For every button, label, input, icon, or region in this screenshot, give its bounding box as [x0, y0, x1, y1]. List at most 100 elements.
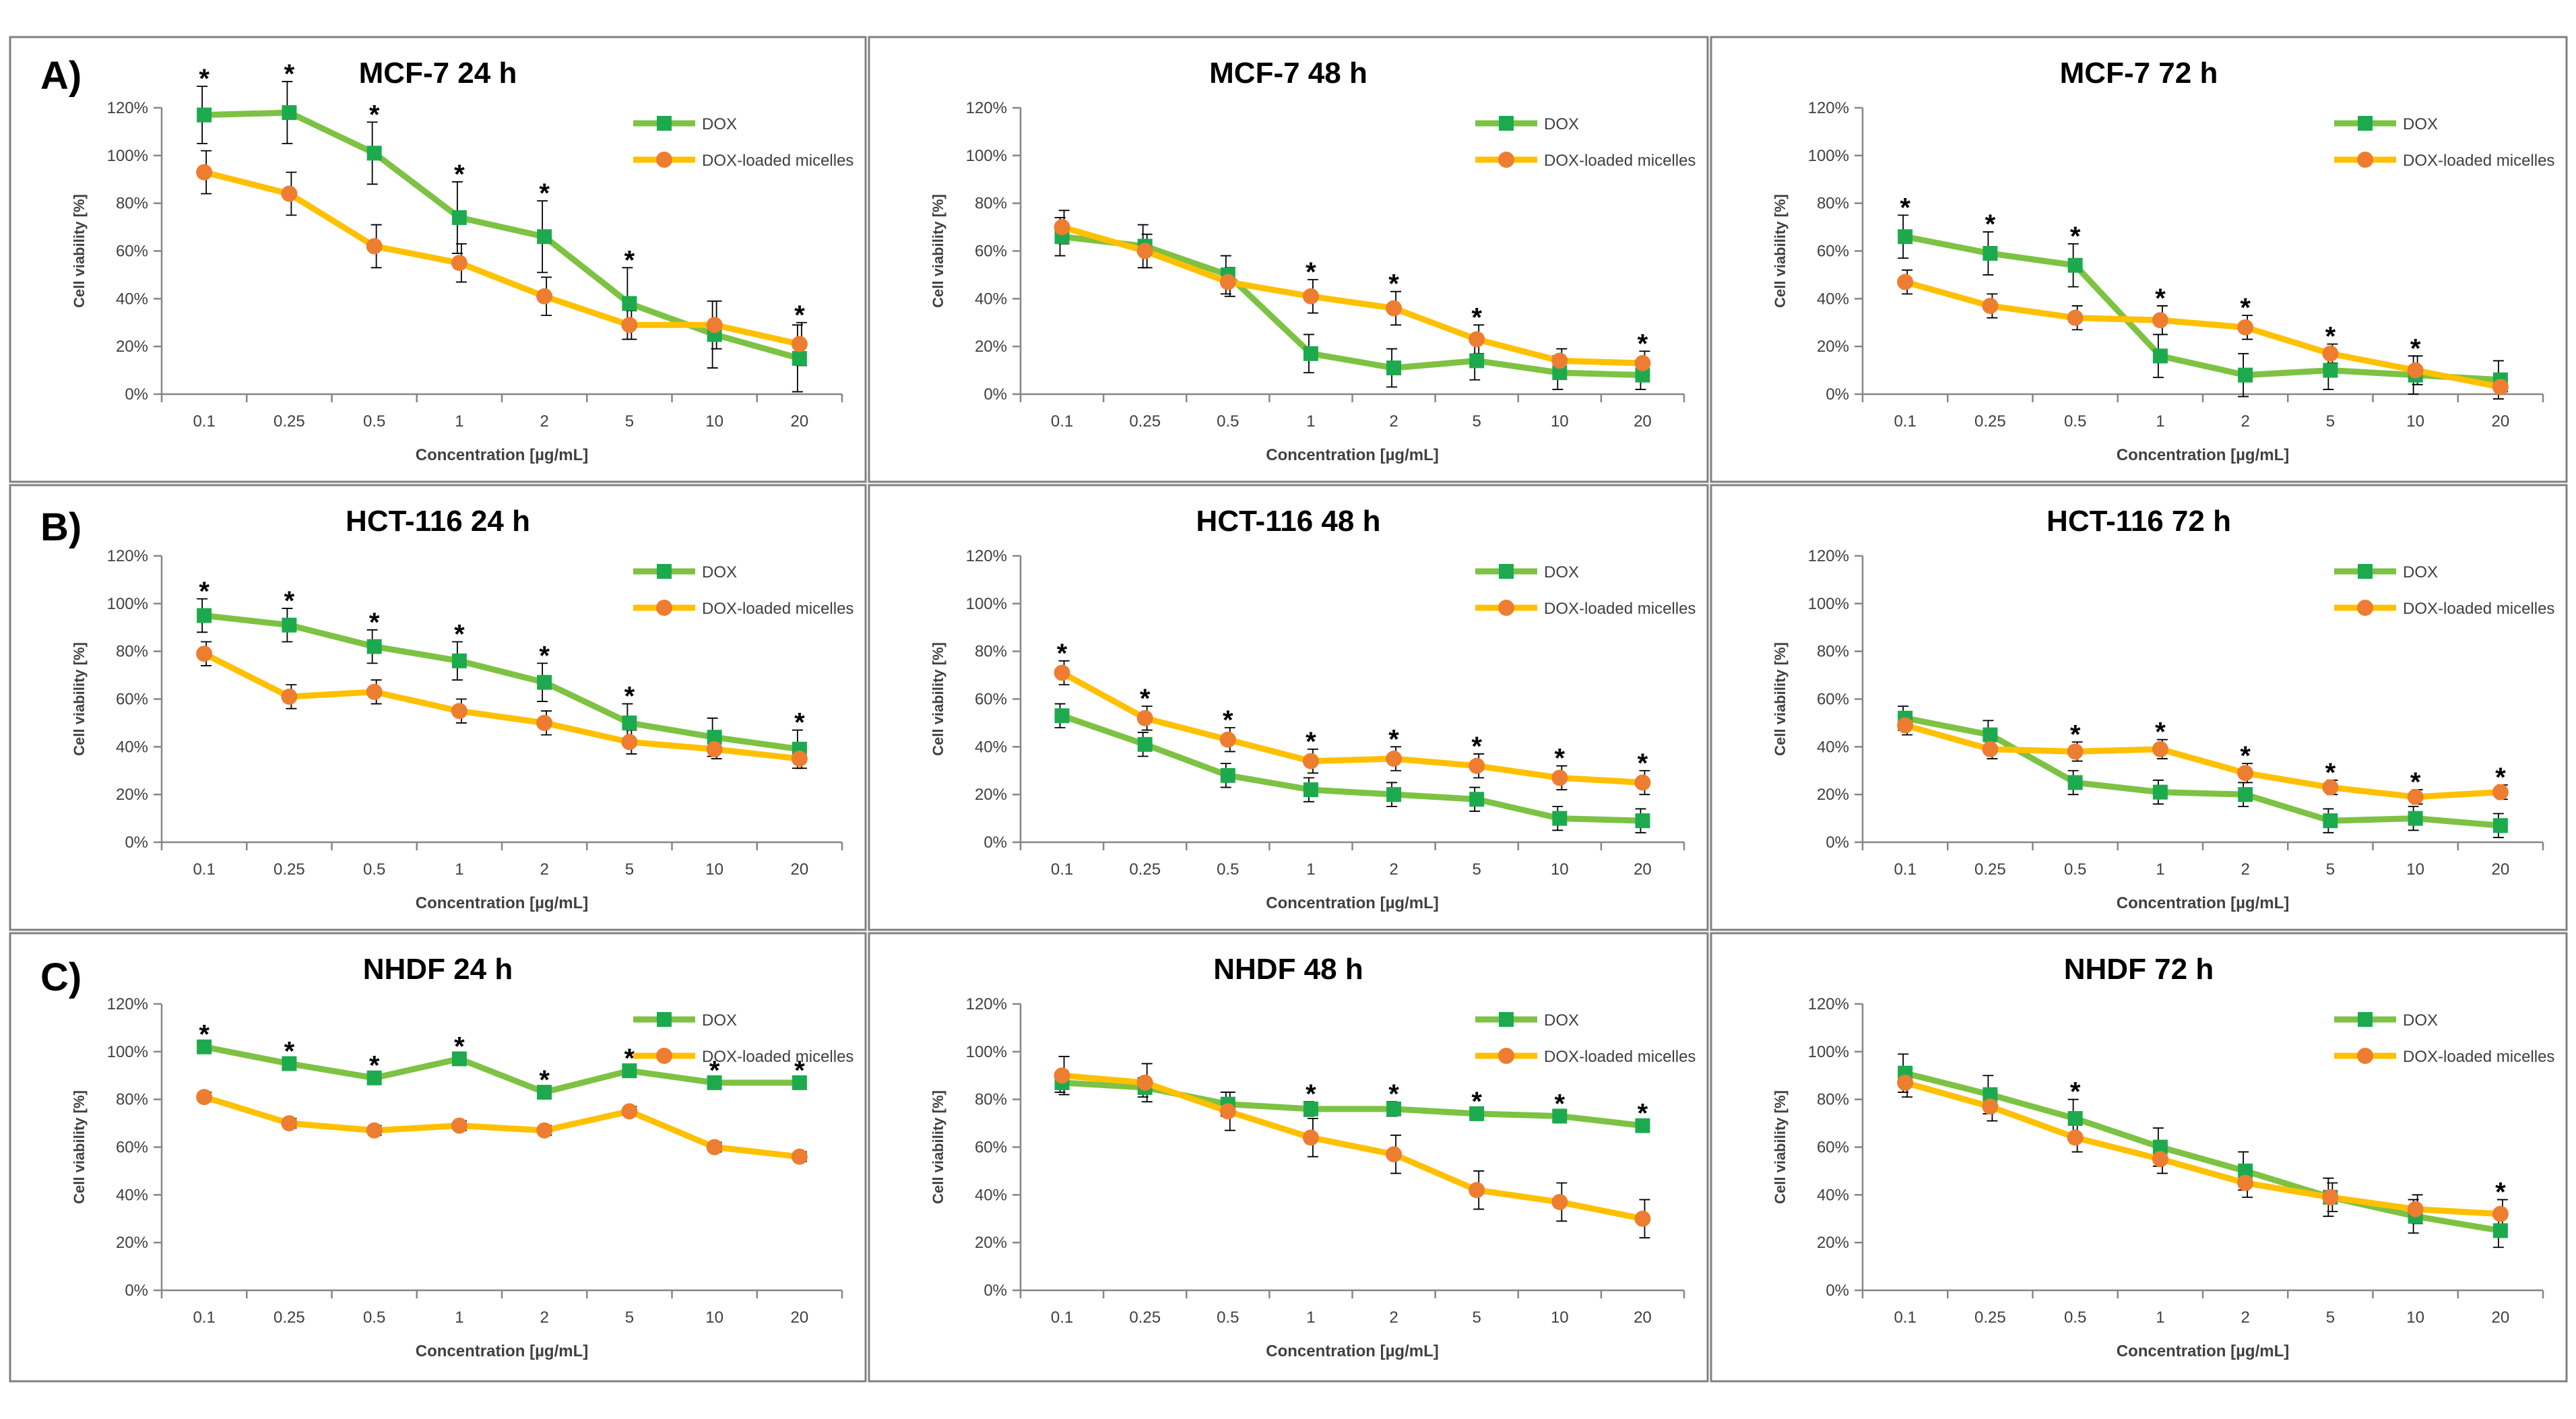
y-axis-label: Cell viability [%] — [930, 194, 946, 308]
y-tick-label: 40% — [1817, 738, 1849, 756]
dox-data-point — [792, 1075, 807, 1090]
chart-title: MCF-7 72 h — [2060, 57, 2218, 90]
legend-label: DOX-loaded micelles — [2403, 600, 2554, 618]
micelles-data-point — [1897, 274, 1914, 290]
y-tick-label: 20% — [1817, 1234, 1849, 1252]
x-tick-label: 0.25 — [273, 1308, 305, 1327]
x-axis-label: Concentration [µg/mL] — [2117, 1342, 2289, 1360]
y-tick-label: 100% — [966, 147, 1007, 165]
y-tick-label: 0% — [1826, 833, 1849, 852]
x-tick-label: 20 — [2492, 412, 2510, 431]
significance-asterisk: * — [709, 1056, 720, 1085]
dox-data-point — [1635, 1118, 1650, 1133]
y-tick-label: 40% — [1817, 1186, 1849, 1204]
x-tick-label: 0.5 — [1217, 860, 1239, 879]
micelles-data-point — [1386, 751, 1403, 767]
x-axis-label: Concentration [µg/mL] — [416, 894, 588, 912]
significance-asterisk: * — [1985, 210, 1996, 239]
x-tick-label: 0.25 — [1974, 1308, 2006, 1327]
micelles-series-line — [1904, 1079, 2501, 1218]
dox-data-point — [2067, 775, 2083, 790]
significance-asterisk: * — [2155, 718, 2166, 747]
micelles-data-point — [2407, 1201, 2424, 1218]
micelles-data-point — [1386, 1146, 1403, 1163]
y-tick-label: 0% — [125, 833, 148, 852]
x-tick-label: 5 — [1473, 412, 1481, 431]
chart-title: HCT-116 48 h — [1196, 505, 1381, 538]
x-axis-label: Concentration [µg/mL] — [2117, 446, 2289, 464]
y-tick-label: 20% — [1817, 338, 1849, 356]
significance-asterisk: * — [1471, 303, 1482, 332]
dox-data-point — [366, 146, 382, 161]
x-tick-label: 0.25 — [1129, 412, 1161, 431]
dox-data-point — [1635, 813, 1650, 829]
legend-label: DOX-loaded micelles — [702, 600, 854, 618]
micelles-data-point — [196, 645, 213, 662]
dox-data-point — [366, 1070, 382, 1085]
significance-asterisk: * — [369, 100, 380, 129]
y-tick-label: 80% — [975, 643, 1007, 661]
micelles-data-point — [536, 714, 553, 731]
micelles-data-point — [1219, 731, 1236, 748]
y-tick-label: 120% — [1808, 547, 1849, 565]
legend-label: DOX-loaded micelles — [702, 1048, 854, 1066]
significance-asterisk: * — [1638, 329, 1648, 358]
legend-marker — [657, 116, 672, 131]
micelles-data-point — [2322, 1189, 2339, 1205]
row-label-a: A) — [40, 54, 82, 98]
y-axis-label: Cell viability [%] — [1772, 642, 1789, 756]
x-tick-label: 0.5 — [363, 860, 385, 879]
significance-asterisk: * — [454, 1032, 465, 1061]
significance-asterisk: * — [539, 179, 550, 208]
micelles-data-point — [536, 1122, 553, 1139]
x-tick-label: 1 — [1306, 412, 1315, 431]
x-tick-label: 2 — [2241, 412, 2249, 431]
legend-marker — [1498, 600, 1514, 616]
dox-data-point — [366, 639, 382, 654]
x-tick-label: 5 — [625, 1308, 634, 1327]
significance-asterisk: * — [794, 1056, 805, 1085]
micelles-data-point — [2237, 765, 2254, 782]
dox-series-line — [203, 109, 801, 362]
x-tick-label: 0.1 — [193, 412, 215, 431]
dox-series-line — [1062, 233, 1643, 379]
significance-asterisk: * — [1057, 639, 1068, 668]
significance-asterisk: * — [2325, 322, 2336, 352]
chart-title: MCF-7 48 h — [1209, 57, 1367, 90]
dox-data-point — [707, 730, 722, 745]
micelles-data-point — [791, 751, 808, 767]
y-tick-label: 40% — [116, 738, 148, 756]
y-tick-label: 20% — [116, 338, 148, 356]
x-tick-label: 2 — [540, 1308, 548, 1327]
x-axis-label: Concentration [µg/mL] — [2117, 894, 2289, 912]
dox-data-point — [1983, 727, 1998, 743]
significance-asterisk: * — [2410, 334, 2421, 363]
micelles-series-line — [1061, 224, 1643, 367]
micelles-data-point — [621, 734, 638, 751]
micelles-series-line — [1062, 1072, 1644, 1222]
x-tick-label: 0.1 — [1051, 860, 1073, 879]
micelles-data-point — [1302, 1129, 1319, 1146]
micelles-data-point — [1302, 753, 1319, 769]
dox-series-line — [1061, 713, 1643, 824]
dox-data-point — [1386, 787, 1402, 802]
significance-asterisk: * — [1555, 1089, 1566, 1118]
x-tick-label: 0.1 — [1894, 1308, 1916, 1327]
significance-asterisk: * — [624, 1044, 635, 1073]
dox-data-point — [1054, 708, 1070, 724]
chart-title: HCT-116 72 h — [2047, 505, 2231, 538]
dox-series-line — [203, 612, 800, 753]
x-tick-label: 5 — [625, 860, 634, 879]
x-tick-label: 20 — [1634, 860, 1652, 879]
chart-panel-6: HCT-116 72 h 0% 20% 40% 60% 80% 100% 120% 0.1 0.2… — [1710, 484, 2568, 931]
dox-data-point — [1303, 1101, 1318, 1116]
dox-data-point — [537, 229, 552, 245]
micelles-data-point — [706, 1139, 723, 1156]
significance-asterisk: * — [794, 301, 805, 330]
micelles-data-point — [1219, 1103, 1236, 1120]
micelles-data-point — [1634, 774, 1651, 791]
x-tick-label: 1 — [455, 412, 463, 431]
legend-marker — [656, 152, 672, 168]
dox-data-point — [282, 1056, 297, 1071]
significance-asterisk: * — [2070, 222, 2081, 251]
